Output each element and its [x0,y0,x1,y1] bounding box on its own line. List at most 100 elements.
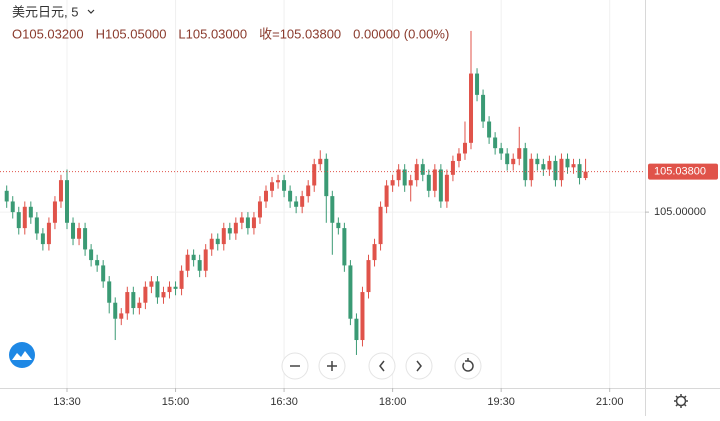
candle-body [511,158,516,165]
candle-body [342,228,347,266]
symbol-dropdown[interactable] [87,9,95,14]
candle-body [577,164,582,179]
candle-body [583,171,588,179]
candle-body [354,318,359,341]
candle-body [22,206,27,229]
y-tick-label: 105.00000 [654,206,706,218]
candle-body [71,222,76,239]
candle-body [366,260,371,293]
candle-body [131,292,136,309]
candle-body [233,222,238,234]
candle-body [306,185,311,197]
candle-body [209,238,214,250]
reset-button[interactable] [454,352,482,380]
candle-body [360,292,365,341]
candle-body [469,73,474,143]
candle-body [137,302,142,309]
candle-body [107,281,112,303]
candle-body [149,281,154,287]
candle-body [257,201,262,218]
candle-body [119,313,124,319]
candle-body [125,292,130,314]
candle-body [167,286,172,293]
candle-body [456,153,461,161]
candle-body [197,260,202,271]
candle-body [529,158,534,181]
candle-body [312,164,317,186]
logo-circle [9,342,35,368]
candle-body [270,182,275,191]
symbol-title[interactable]: 美元日元, 5 [12,4,78,19]
scroll-left-button[interactable] [368,352,396,380]
ohlc-legend-item: 0.00000 (0.00%) [353,26,449,41]
candle-body [372,244,377,261]
candle-body [95,260,100,266]
candle-body [438,169,443,202]
candle-body [52,201,57,223]
candle-body [179,270,184,289]
ohlc-legend-item: 收=105.03800 [259,26,341,41]
candle-body [28,206,33,218]
candle-body [462,142,467,154]
zoom-in-button[interactable] [318,352,346,380]
candle-body [390,180,395,186]
candle-body [89,249,94,261]
candle-body [348,265,353,319]
candle-body [565,158,570,168]
candle-body [330,196,335,223]
candle-body [161,292,166,298]
x-tick-label: 13:30 [53,396,81,408]
candle-body [83,228,88,250]
candle-body [547,160,552,170]
candle-body [227,228,232,234]
candle-body [559,158,564,181]
candle-body [16,212,21,229]
x-tick-label: 19:30 [487,396,515,408]
candle-body [282,180,287,191]
candle-body [215,238,220,245]
settings-button[interactable] [674,394,688,408]
candle-body [481,94,486,122]
candle-body [414,164,419,181]
candle-body [113,302,118,319]
candle-body [450,160,455,175]
candle-body [336,222,341,229]
candle-body [408,180,413,186]
ohlc-legend-item: L105.03000 [178,26,247,41]
candle-body [300,196,305,207]
candle-body [505,153,510,165]
x-tick-label: 21:00 [596,396,624,408]
candle-body [173,286,178,289]
candle-body [487,121,492,138]
candle-body [143,286,148,303]
zoom-out-button[interactable] [281,352,309,380]
candle-body [318,158,323,165]
candle-body [432,169,437,191]
candle-body [384,185,389,207]
candle-body [4,190,9,202]
logo-mountain [12,351,32,360]
candle-body [535,158,540,165]
candle-body [203,249,208,271]
candle-body [396,169,401,181]
ohlc-legend: O105.03200 H105.05000 L105.03000 收=105.0380… [12,26,449,41]
candle-body [65,180,69,223]
candle-body [571,164,576,168]
x-tick-label: 18:00 [379,396,407,408]
candle-body [517,148,522,159]
logo[interactable] [9,342,35,368]
candle-body [444,174,449,202]
candle-body [493,137,498,149]
candle-body [324,158,329,197]
candle-body [276,180,281,183]
candle-body [185,254,190,271]
x-tick-label: 15:00 [162,396,190,408]
candle-body [221,228,226,245]
candle-body [553,160,558,181]
scroll-right-button[interactable] [405,352,433,380]
candle-body [77,228,82,239]
candle-body [46,222,51,245]
candle-body [523,148,528,181]
candle-body [499,148,504,154]
candle-body [101,265,106,282]
